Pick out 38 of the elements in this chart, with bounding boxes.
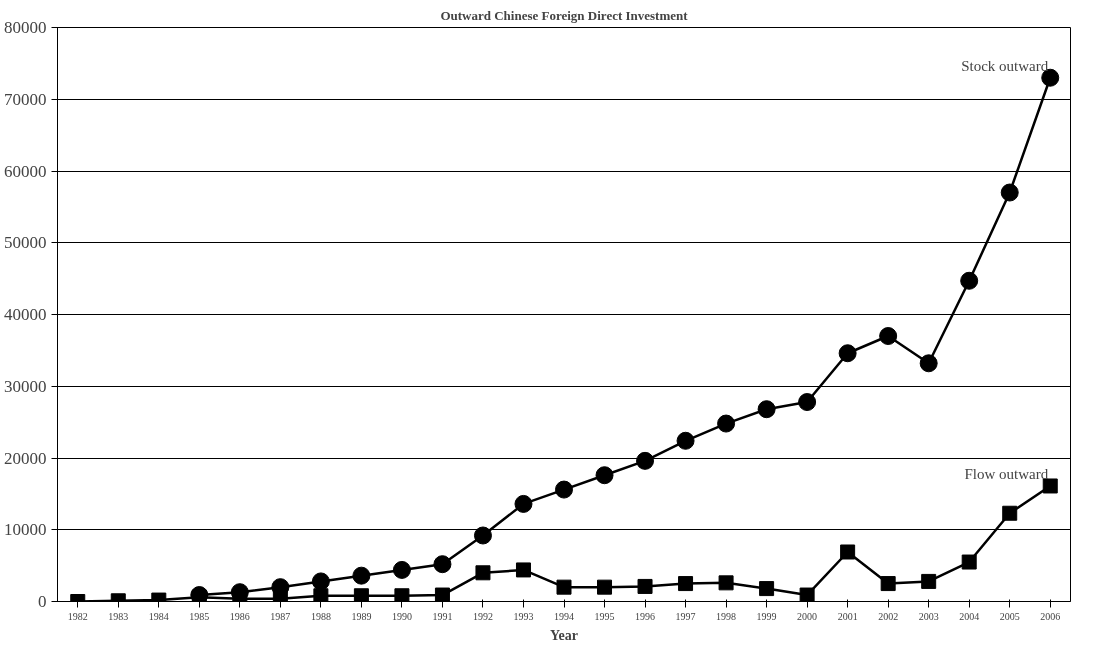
x-tick-label: 1987 xyxy=(270,610,291,622)
y-tick-label: 80000 xyxy=(4,18,47,37)
y-tick-label: 50000 xyxy=(4,233,47,253)
x-tick-label: 1996 xyxy=(635,610,656,622)
x-tick-label: 1998 xyxy=(716,610,737,622)
x-tick-label: 2004 xyxy=(959,610,980,622)
x-axis-title: Year xyxy=(550,627,579,643)
x-tick-label: 1986 xyxy=(229,610,250,622)
y-tick-label: 60000 xyxy=(4,161,47,181)
x-tick-label: 1984 xyxy=(148,610,169,622)
x-tick-label: 2001 xyxy=(837,610,858,622)
x-tick-label: 1992 xyxy=(472,610,493,622)
x-tick-label: 1997 xyxy=(675,610,696,622)
x-tick-label: 2000 xyxy=(797,610,818,622)
y-tick-label: 30000 xyxy=(4,376,47,396)
x-tick-label: 1994 xyxy=(554,610,574,622)
y-tick-label: 40000 xyxy=(4,305,47,324)
chart-title: Outward Chinese Foreign Direct Investment xyxy=(440,7,689,23)
x-tick-label: 1982 xyxy=(67,610,88,622)
x-tick-label: 2002 xyxy=(878,610,899,622)
y-tick-label: 70000 xyxy=(4,89,47,109)
y-tick-label: 20000 xyxy=(4,448,47,468)
x-tick-label: 1999 xyxy=(756,610,777,622)
x-tick-label: 1988 xyxy=(310,610,331,622)
x-tick-label: 2006 xyxy=(1040,610,1061,622)
x-tick-label: 1990 xyxy=(391,610,412,622)
y-tick-label: 10000 xyxy=(4,520,47,540)
x-tick-label: 2003 xyxy=(918,610,939,622)
y-tick-label: 0 xyxy=(38,592,47,611)
x-tick-label: 2005 xyxy=(999,610,1020,622)
x-tick-label: 1991 xyxy=(432,610,453,622)
annotation: Flow outward xyxy=(964,465,1049,482)
annotation: Stock outward xyxy=(961,57,1049,74)
x-tick-label: 1995 xyxy=(594,610,615,622)
x-tick-label: 1983 xyxy=(108,610,129,622)
x-tick-label: 1993 xyxy=(513,610,534,622)
x-tick-label: 1989 xyxy=(351,610,372,622)
x-tick-label: 1985 xyxy=(189,610,210,622)
